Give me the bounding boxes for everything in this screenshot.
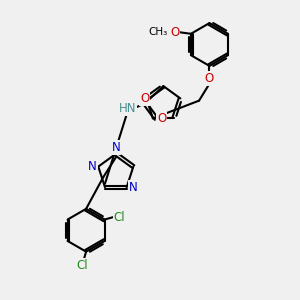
Text: O: O: [157, 112, 166, 125]
Text: N: N: [129, 181, 138, 194]
Text: O: O: [140, 92, 150, 105]
Text: Cl: Cl: [114, 211, 125, 224]
Text: Cl: Cl: [77, 260, 88, 272]
Text: HN: HN: [119, 102, 136, 115]
Text: N: N: [88, 160, 97, 173]
Text: O: O: [205, 72, 214, 85]
Text: N: N: [111, 141, 120, 154]
Text: CH₃: CH₃: [149, 27, 168, 37]
Text: O: O: [170, 26, 179, 39]
